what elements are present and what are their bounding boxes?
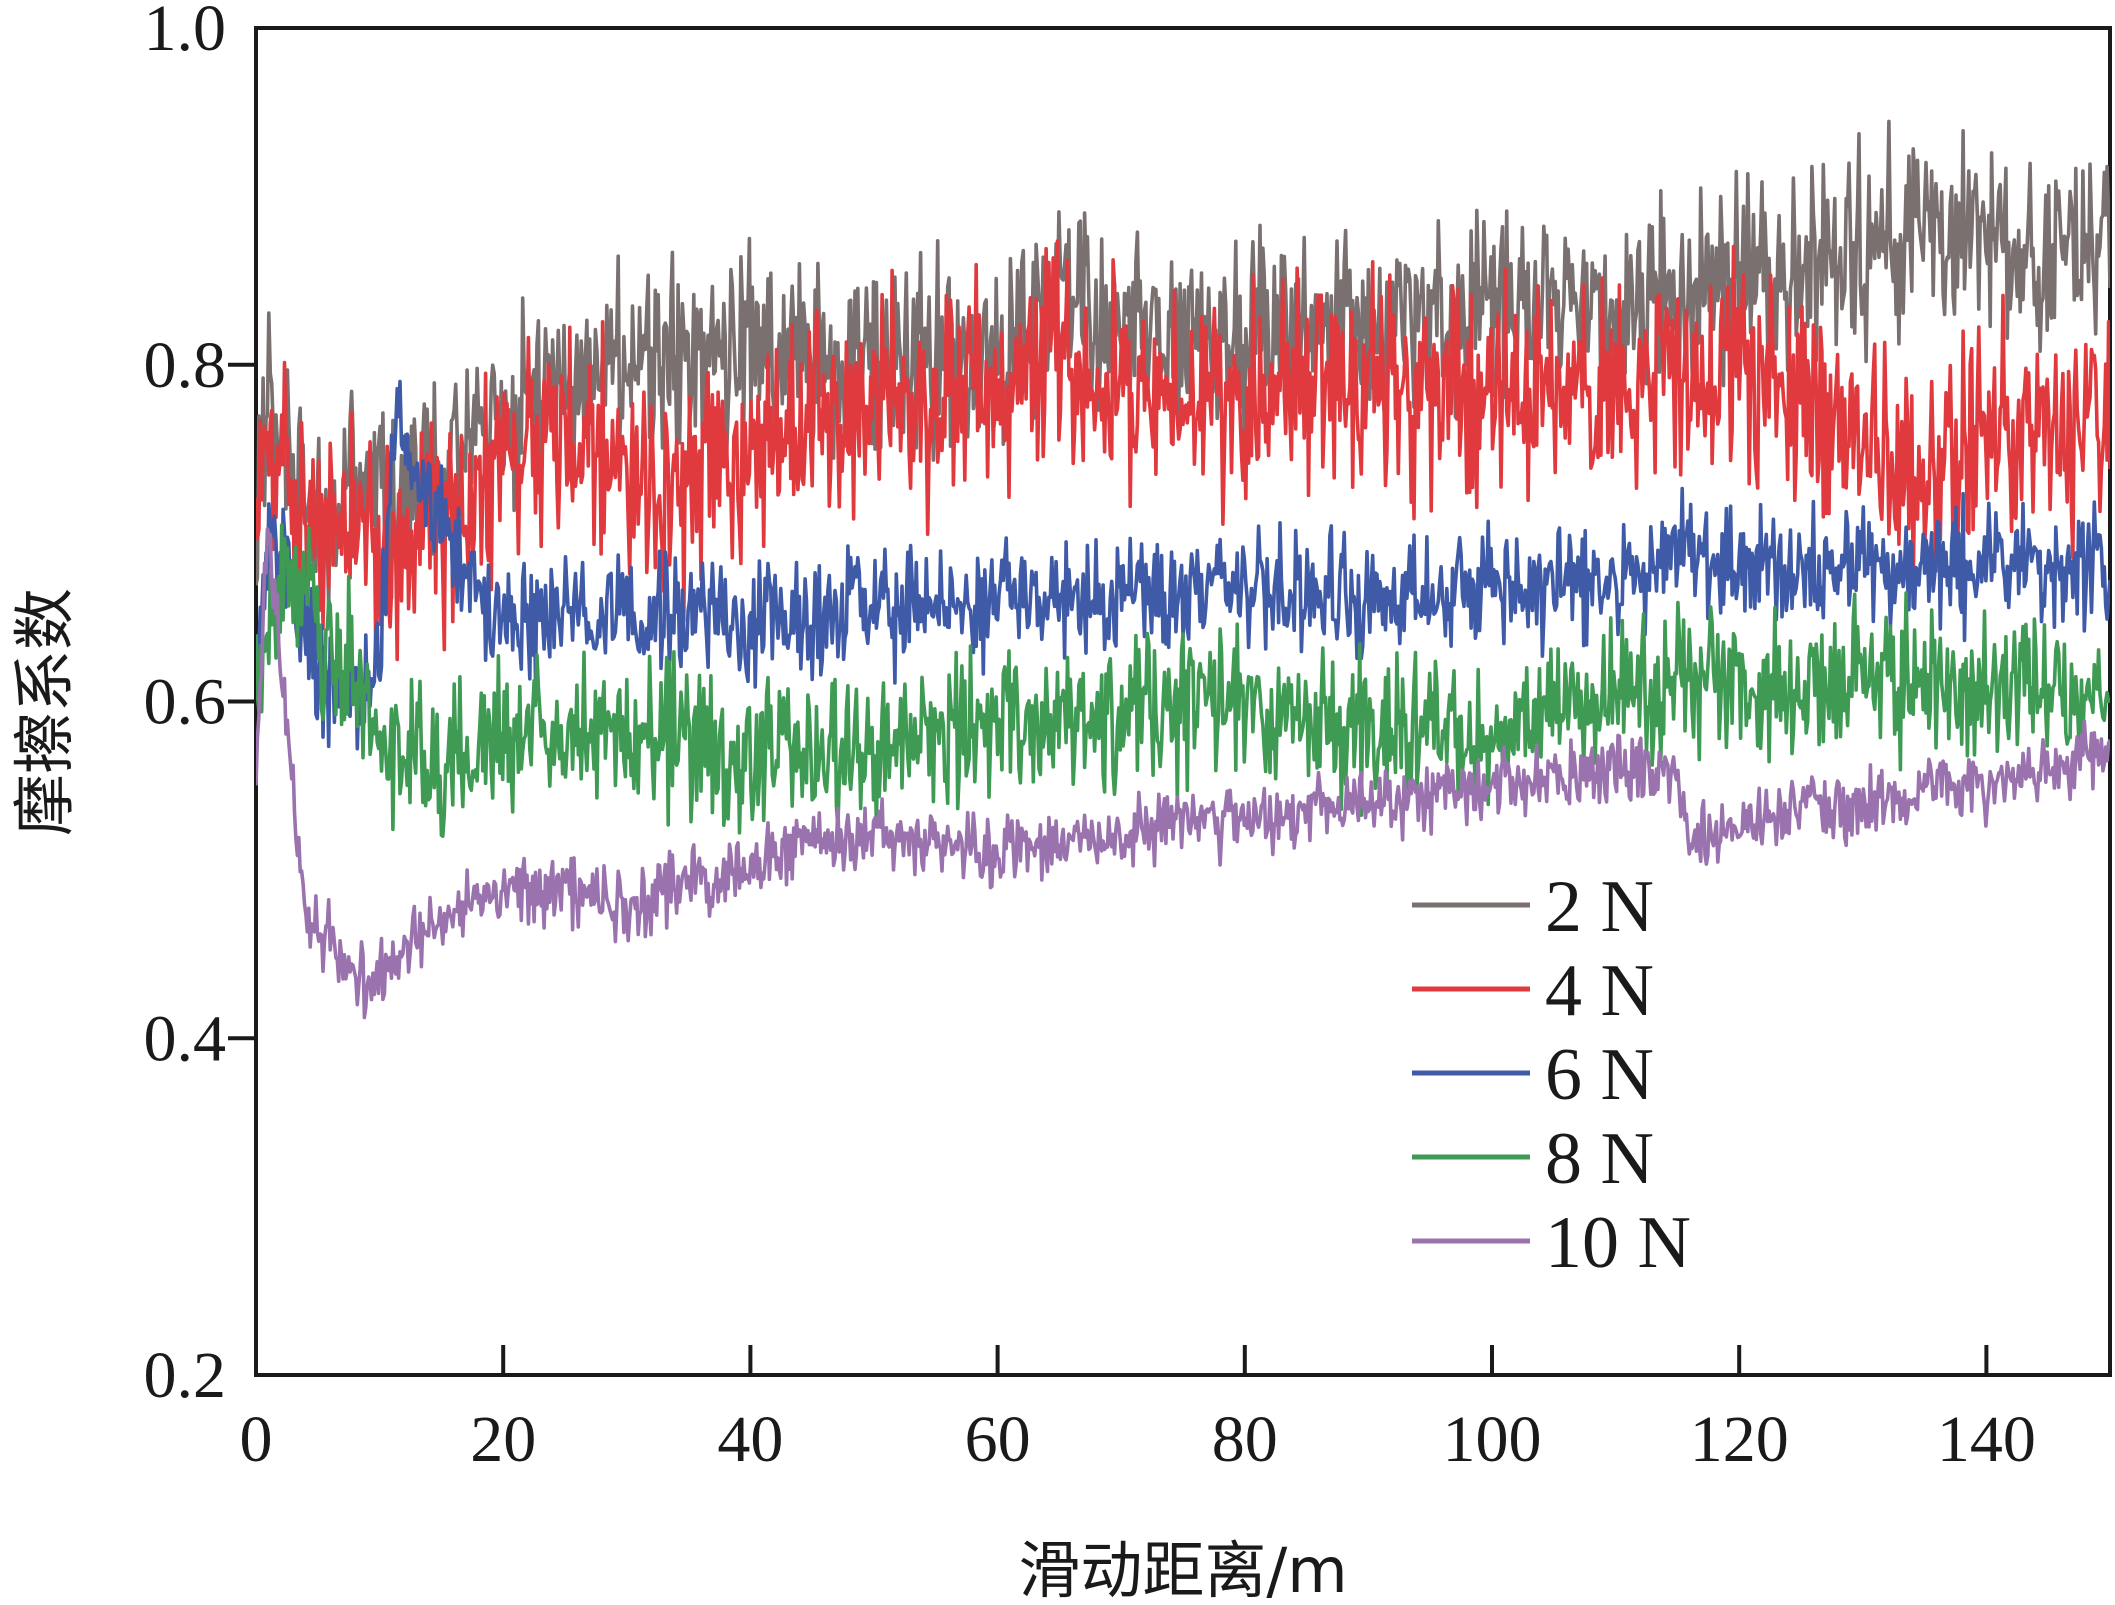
- x-tick-label: 80: [1212, 1403, 1278, 1476]
- y-tick-label: 0.8: [144, 329, 227, 402]
- x-tick-label: 20: [470, 1403, 536, 1476]
- legend-label: 2 N: [1545, 866, 1654, 948]
- series-line-2: [256, 239, 2110, 662]
- y-tick-label: 0.4: [144, 1002, 227, 1075]
- x-tick-label: 120: [1690, 1403, 1789, 1476]
- x-tick-label: 40: [717, 1403, 783, 1476]
- x-tick-label: 140: [1937, 1403, 2036, 1476]
- x-tick-label: 60: [965, 1403, 1031, 1476]
- legend-label: 10 N: [1545, 1202, 1691, 1284]
- y-tick-label: 1.0: [144, 0, 227, 65]
- y-tick-label: 0.6: [144, 666, 227, 739]
- series-line-5: [256, 527, 2110, 1020]
- ticks-layer: 0 20 40 60 80 100 120 140 0.2 0.4 0.6 0.8 1.0: [144, 0, 2036, 1476]
- legend-label: 6 N: [1545, 1034, 1654, 1116]
- legend-label: 4 N: [1545, 950, 1654, 1032]
- y-tick-label: 0.2: [144, 1339, 227, 1412]
- x-axis-title: 滑动距离/m: [1018, 1534, 1347, 1605]
- series-line-4: [256, 523, 2110, 838]
- y-axis-title: 摩擦系数: [8, 588, 81, 836]
- series-layer: [256, 119, 2110, 1020]
- legend-label: 8 N: [1545, 1118, 1654, 1200]
- legend: 2 N4 N6 N8 N10 N: [1412, 866, 1691, 1284]
- x-tick-label: 0: [240, 1403, 273, 1476]
- x-tick-label: 100: [1443, 1403, 1542, 1476]
